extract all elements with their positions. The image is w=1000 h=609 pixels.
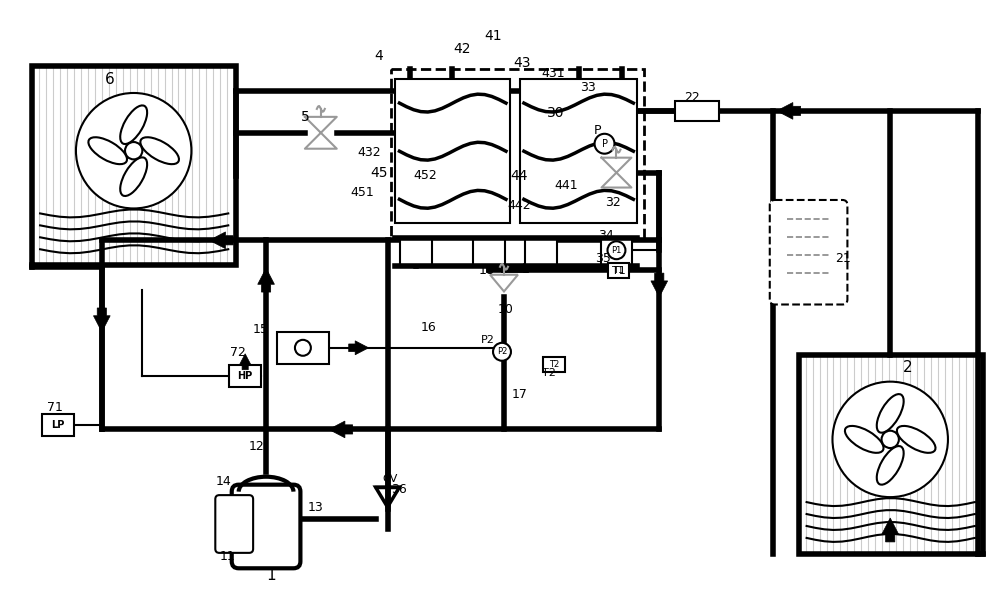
Bar: [601, 238, 632, 266]
Text: 16: 16: [420, 322, 436, 334]
Polygon shape: [777, 102, 801, 119]
Text: 451: 451: [351, 186, 375, 199]
Circle shape: [493, 343, 511, 361]
Bar: [391, 69, 644, 238]
Text: T1: T1: [612, 266, 625, 276]
Bar: [525, 238, 557, 266]
Text: 10: 10: [498, 303, 514, 317]
FancyBboxPatch shape: [770, 200, 847, 304]
Bar: [675, 101, 719, 121]
Circle shape: [832, 382, 948, 497]
Text: 72: 72: [230, 347, 246, 359]
Bar: [520, 79, 637, 224]
Text: LP: LP: [51, 420, 65, 431]
Text: 32: 32: [605, 196, 620, 209]
Polygon shape: [240, 354, 251, 370]
Text: 17: 17: [512, 388, 528, 401]
Polygon shape: [882, 518, 899, 542]
Text: 452: 452: [413, 169, 437, 182]
Bar: [32, 66, 236, 265]
Ellipse shape: [845, 426, 884, 453]
Text: P2: P2: [497, 347, 507, 356]
Text: 14: 14: [215, 474, 231, 488]
Bar: [229, 365, 261, 387]
Circle shape: [595, 134, 614, 153]
Text: 43: 43: [513, 56, 531, 70]
Polygon shape: [209, 232, 233, 248]
Ellipse shape: [120, 157, 147, 196]
Ellipse shape: [877, 394, 904, 433]
Ellipse shape: [897, 426, 936, 453]
Text: P2: P2: [481, 335, 495, 345]
Bar: [400, 238, 432, 266]
Polygon shape: [349, 341, 369, 355]
Ellipse shape: [120, 105, 147, 144]
Text: 11: 11: [219, 551, 235, 563]
Circle shape: [295, 340, 311, 356]
Text: 41: 41: [484, 29, 502, 43]
Text: 15: 15: [253, 323, 269, 336]
Text: 21: 21: [836, 252, 851, 265]
Text: 2: 2: [903, 360, 913, 375]
Bar: [277, 332, 329, 364]
Bar: [395, 79, 510, 224]
Bar: [543, 357, 565, 372]
Ellipse shape: [877, 446, 904, 485]
Text: 5: 5: [301, 110, 309, 124]
Text: 18: 18: [479, 264, 495, 276]
Bar: [473, 238, 505, 266]
Text: 71: 71: [47, 401, 63, 414]
Circle shape: [882, 431, 899, 448]
FancyBboxPatch shape: [215, 495, 253, 553]
Text: 431: 431: [541, 66, 565, 80]
Circle shape: [125, 142, 142, 160]
Text: CV: CV: [383, 474, 398, 484]
Text: P: P: [594, 124, 601, 137]
Bar: [608, 263, 629, 278]
Polygon shape: [258, 268, 274, 292]
Bar: [799, 355, 983, 554]
Text: 34: 34: [598, 229, 613, 242]
Text: 30: 30: [547, 106, 564, 120]
Text: 442: 442: [507, 199, 531, 212]
Text: 35: 35: [595, 252, 610, 265]
Text: 36: 36: [391, 483, 406, 496]
Text: T1: T1: [613, 266, 624, 275]
Text: 45: 45: [371, 166, 388, 180]
Polygon shape: [329, 421, 353, 438]
Circle shape: [76, 93, 191, 208]
Text: 13: 13: [308, 501, 324, 513]
Text: 33: 33: [580, 82, 595, 94]
Polygon shape: [93, 308, 110, 332]
Text: 12: 12: [248, 440, 264, 453]
Text: T2: T2: [542, 368, 556, 378]
Ellipse shape: [140, 137, 179, 164]
Text: 44: 44: [510, 169, 528, 183]
Text: P1: P1: [611, 246, 622, 255]
Text: 441: 441: [554, 179, 578, 192]
Text: 22: 22: [684, 91, 700, 105]
Circle shape: [608, 241, 625, 259]
Text: 4: 4: [374, 49, 383, 63]
Text: 42: 42: [453, 42, 471, 56]
Text: T2: T2: [549, 361, 559, 369]
Polygon shape: [651, 273, 668, 297]
Text: 6: 6: [105, 71, 115, 86]
Text: HP: HP: [238, 371, 253, 381]
FancyBboxPatch shape: [232, 485, 300, 568]
Text: 432: 432: [358, 146, 381, 159]
Text: P: P: [602, 139, 608, 149]
Bar: [42, 415, 74, 437]
Text: 1: 1: [266, 568, 276, 583]
Ellipse shape: [88, 137, 127, 164]
